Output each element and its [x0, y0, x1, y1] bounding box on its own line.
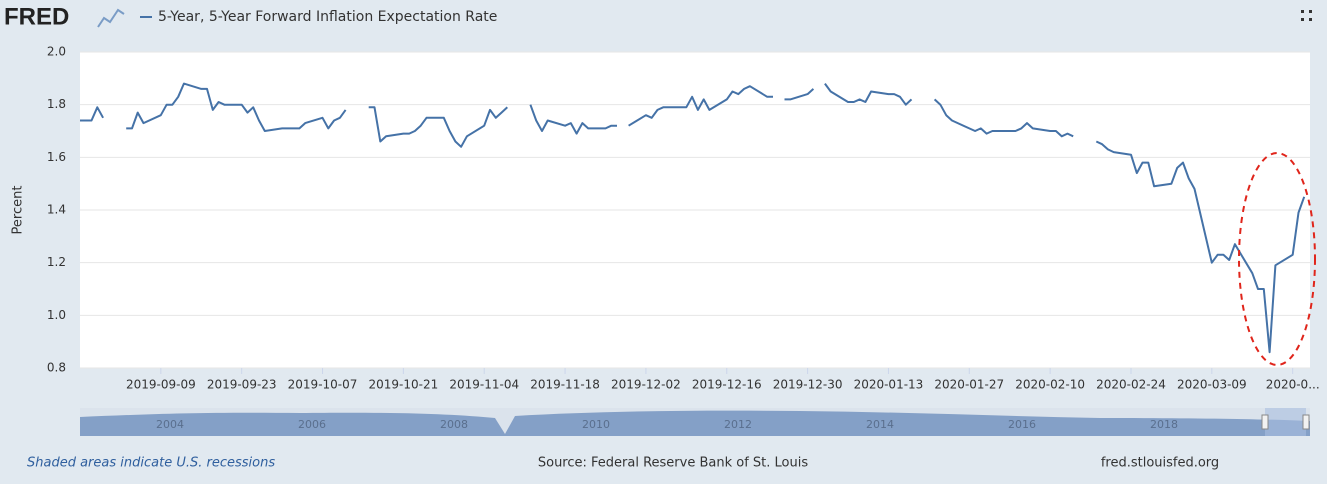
x-tick-label: 2020-02-24: [1096, 378, 1166, 392]
y-tick-label: 1.2: [47, 255, 66, 269]
navigator-label: 2004: [156, 418, 184, 431]
x-tick-label: 2019-09-23: [207, 378, 277, 392]
x-tick-label: 2020-02-10: [1015, 378, 1085, 392]
navigator-label: 2018: [1150, 418, 1178, 431]
legend-label: 5-Year, 5-Year Forward Inflation Expecta…: [158, 9, 497, 25]
footer-note[interactable]: Shaded areas indicate U.S. recessions: [27, 456, 275, 471]
data-line: [80, 82, 1306, 354]
navigator-label: 2010: [582, 418, 610, 431]
y-tick-label: 1.0: [47, 308, 66, 322]
y-tick-label: 2.0: [47, 45, 66, 59]
x-tick-label: 2019-10-07: [288, 378, 358, 392]
x-tick-label: 2020-03-09: [1177, 378, 1247, 392]
y-axis-title: Percent: [11, 186, 26, 235]
navigator-label: 2008: [440, 418, 468, 431]
y-tick-label: 1.6: [47, 150, 66, 164]
footer-source: Source: Federal Reserve Bank of St. Loui…: [538, 456, 808, 471]
navigator-label: 2012: [724, 418, 752, 431]
y-tick-label: 1.4: [47, 203, 66, 217]
x-tick-label: 2020-01-13: [854, 378, 924, 392]
navigator[interactable]: 2004 2006 2008 2010 2012 2014 2016 2018: [80, 408, 1310, 436]
x-tick-label: 2020-01-27: [934, 378, 1004, 392]
logo-icon: [97, 8, 125, 28]
x-tick-label: 2019-12-30: [773, 378, 843, 392]
x-tick-label: 2019-10-21: [369, 378, 439, 392]
annotation-ellipse: [1238, 152, 1316, 366]
footer-site: fred.stlouisfed.org: [1101, 456, 1219, 471]
x-tick-label: 2019-11-04: [449, 378, 519, 392]
fullscreen-icon[interactable]: [1301, 10, 1312, 21]
x-tick-label: 2019-09-09: [126, 378, 196, 392]
x-tick-label: 2019-12-16: [692, 378, 762, 392]
logo: FRED: [4, 3, 69, 30]
x-tick-label: 2019-12-02: [611, 378, 681, 392]
x-tick-label: 2020-0...: [1266, 378, 1320, 392]
y-tick-label: 0.8: [47, 361, 66, 375]
navigator-label: 2014: [866, 418, 894, 431]
x-tick-label: 2019-11-18: [530, 378, 600, 392]
navigator-label: 2006: [298, 418, 326, 431]
y-tick-label: 1.8: [47, 97, 66, 111]
navigator-label: 2016: [1008, 418, 1036, 431]
